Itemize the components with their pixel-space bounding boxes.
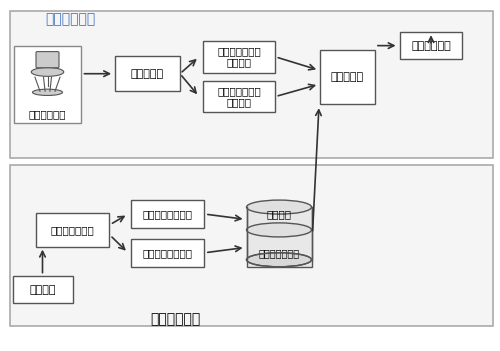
Text: 提取最优视图集: 提取最优视图集 xyxy=(50,225,94,235)
Ellipse shape xyxy=(32,89,62,95)
Text: 全局视图特征提取: 全局视图特征提取 xyxy=(142,209,192,219)
FancyBboxPatch shape xyxy=(12,277,72,303)
Text: 草图的二维形状
特征提取: 草图的二维形状 特征提取 xyxy=(217,86,261,107)
FancyBboxPatch shape xyxy=(203,81,275,112)
Text: 三维模型数据库: 三维模型数据库 xyxy=(258,248,300,258)
Text: 草图预处理: 草图预处理 xyxy=(131,69,164,79)
FancyBboxPatch shape xyxy=(115,56,180,91)
Ellipse shape xyxy=(246,253,312,267)
Text: 二维形状特征提取: 二维形状特征提取 xyxy=(142,248,192,258)
FancyBboxPatch shape xyxy=(36,52,59,68)
Text: 二维手绘草图: 二维手绘草图 xyxy=(29,109,66,119)
FancyBboxPatch shape xyxy=(203,41,275,73)
Text: 检索结果输出: 检索结果输出 xyxy=(411,41,451,51)
FancyBboxPatch shape xyxy=(36,213,109,246)
Text: 在线检索阶段: 在线检索阶段 xyxy=(45,12,95,26)
Text: 特征向量: 特征向量 xyxy=(266,209,291,219)
FancyBboxPatch shape xyxy=(246,207,312,267)
Text: 草图的全局视图
特征提取: 草图的全局视图 特征提取 xyxy=(217,46,261,68)
Text: 相似性匹配: 相似性匹配 xyxy=(331,72,364,82)
Ellipse shape xyxy=(246,223,312,237)
FancyBboxPatch shape xyxy=(10,11,492,158)
Ellipse shape xyxy=(246,200,312,214)
Text: 线下检索阶段: 线下检索阶段 xyxy=(150,312,200,326)
FancyBboxPatch shape xyxy=(131,239,204,267)
Text: 三维模型: 三维模型 xyxy=(29,285,56,294)
FancyBboxPatch shape xyxy=(10,165,492,326)
FancyBboxPatch shape xyxy=(14,46,81,123)
FancyBboxPatch shape xyxy=(400,33,462,59)
FancyBboxPatch shape xyxy=(320,50,375,104)
Ellipse shape xyxy=(31,67,64,76)
FancyBboxPatch shape xyxy=(131,200,204,228)
